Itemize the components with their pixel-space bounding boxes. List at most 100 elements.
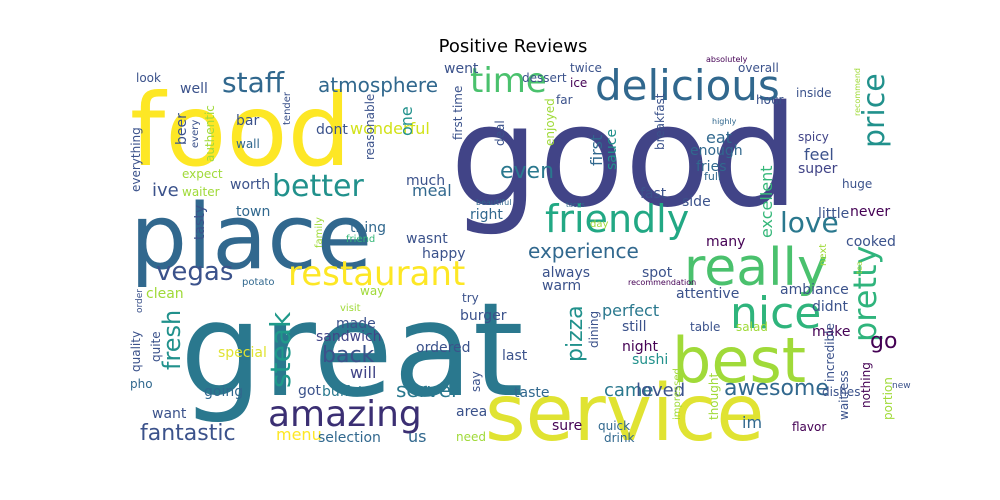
word-worth: worth (230, 177, 270, 193)
word-buffet: buffet (322, 384, 364, 400)
word-family: family (314, 217, 325, 248)
word-ice: ice (570, 76, 587, 90)
word-made: made (336, 316, 376, 332)
word-staff: staff (222, 66, 285, 99)
word-even: even (500, 159, 554, 184)
word-potato: potato (242, 277, 275, 288)
word-dishes: dishes (822, 385, 860, 399)
word-right: right (470, 207, 503, 223)
word-good: good (450, 76, 799, 239)
word-every: every (190, 120, 201, 148)
word-selection: selection (318, 430, 381, 446)
word-say: say (469, 371, 483, 392)
word-sauce: sauce (604, 129, 620, 170)
word-area: area (456, 404, 487, 420)
word-huge: huge (842, 177, 872, 191)
word-drink: drink (604, 431, 634, 445)
word-make: make (812, 324, 850, 340)
word-town: town (236, 204, 270, 220)
word-beautiful: beautiful (476, 198, 511, 207)
word-fast: fast (640, 186, 667, 202)
word-sure: sure (552, 418, 582, 434)
word-recommend: recommend (853, 68, 862, 116)
word-warm: warm (542, 278, 581, 294)
word-far: far (556, 93, 573, 107)
word-wall: wall (236, 137, 260, 151)
word-reasonable: reasonable (363, 94, 377, 160)
word-dessert: dessert (522, 71, 567, 85)
word-really: really (684, 238, 828, 298)
word-authentic: authentic (203, 105, 217, 162)
word-enjoyed: enjoyed (543, 98, 557, 146)
word-bar: bar (236, 113, 259, 129)
word-awesome: awesome (724, 376, 829, 401)
word-menu: menu (276, 425, 322, 444)
word-attentive: attentive (676, 286, 739, 302)
word-ambiance: ambiance (780, 282, 849, 298)
word-amazing: amazing (268, 394, 422, 435)
word-waiter: waiter (182, 185, 220, 199)
word-sushi: sushi (632, 352, 668, 368)
word-nothing: nothing (859, 362, 873, 408)
word-breakfast: breakfast (653, 93, 667, 150)
word-going: going (204, 384, 243, 400)
word-spicy: spicy (798, 130, 829, 144)
word-meal: meal (412, 181, 452, 200)
word-friendly: friendly (545, 197, 689, 241)
word-still: still (622, 319, 646, 335)
word-well: well (180, 81, 208, 97)
word-went: went (444, 61, 479, 77)
word-clean: clean (146, 286, 184, 302)
word-quite: quite (149, 331, 163, 362)
word-super: super (798, 161, 838, 177)
word-service: service (485, 369, 764, 459)
word-place: place (130, 185, 372, 290)
word-burger: burger (460, 308, 507, 324)
word-want: want (152, 406, 187, 422)
word-way: way (360, 284, 384, 298)
word-pretty: pretty (846, 246, 884, 342)
word-great: great (180, 274, 524, 426)
word-expect: expect (182, 167, 223, 181)
word-server: server (396, 378, 460, 402)
word-never: never (850, 204, 890, 220)
word-side: side (682, 194, 711, 210)
word-price: price (857, 73, 892, 148)
word-highly: highly (712, 117, 737, 126)
word-visit: visit (340, 303, 361, 314)
word-vegas: vegas (156, 257, 233, 287)
word-will: will (350, 363, 376, 382)
word-new: new (892, 381, 911, 391)
word-best: best (672, 324, 806, 397)
word-wasnt: wasnt (406, 231, 448, 247)
word-ordered: ordered (416, 340, 471, 356)
word-next: next (818, 244, 829, 266)
word-better: better (272, 169, 364, 204)
word-taste: taste (514, 385, 549, 401)
word-incredible: incredible (823, 323, 837, 382)
word-thing: thing (350, 220, 386, 236)
word-feel: feel (804, 145, 834, 164)
word-recommendation: recommendation (628, 278, 696, 287)
word-quick: quick (598, 419, 630, 433)
word-us: us (408, 427, 426, 446)
word-enough: enough (690, 143, 743, 159)
word-overall: overall (738, 61, 779, 75)
word-go: go (870, 329, 897, 354)
word-came: came (604, 380, 654, 401)
word-quality: quality (129, 331, 143, 372)
word-dont: dont (316, 122, 348, 138)
word-flavor: flavor (792, 420, 826, 434)
word-first-time: first time (451, 86, 465, 140)
word-tasty: tasty (192, 205, 208, 240)
word-many: many (706, 234, 745, 250)
word-inside: inside (796, 86, 832, 100)
word-restaurant: restaurant (288, 254, 465, 294)
word-night: night (622, 339, 659, 355)
word-nice: nice (730, 288, 821, 339)
word-im: im (742, 413, 762, 432)
word-tender: tender (282, 91, 293, 125)
word-deal: deal (493, 120, 507, 146)
word-twice: twice (570, 61, 602, 75)
